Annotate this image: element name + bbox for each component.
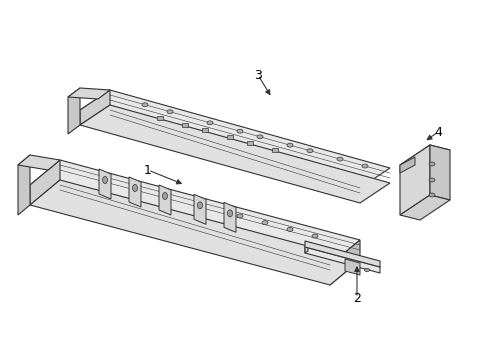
Polygon shape	[430, 145, 450, 200]
Ellipse shape	[167, 110, 173, 114]
Polygon shape	[68, 88, 80, 134]
Ellipse shape	[262, 221, 268, 225]
Text: 4: 4	[434, 126, 442, 139]
Ellipse shape	[132, 185, 138, 192]
Ellipse shape	[429, 193, 435, 197]
Ellipse shape	[197, 202, 202, 209]
Text: 3: 3	[254, 68, 262, 81]
Polygon shape	[194, 194, 206, 224]
Ellipse shape	[307, 149, 313, 153]
Polygon shape	[330, 240, 360, 285]
Ellipse shape	[207, 121, 213, 125]
Polygon shape	[345, 259, 360, 275]
Ellipse shape	[287, 143, 293, 147]
Ellipse shape	[163, 193, 168, 199]
Polygon shape	[30, 160, 60, 205]
Ellipse shape	[237, 214, 243, 218]
Ellipse shape	[337, 157, 343, 161]
Ellipse shape	[429, 162, 435, 166]
Polygon shape	[30, 180, 360, 285]
Bar	[272, 148, 278, 152]
Bar	[182, 123, 188, 127]
Polygon shape	[80, 105, 390, 203]
Ellipse shape	[257, 135, 263, 139]
Polygon shape	[159, 185, 171, 215]
Polygon shape	[224, 202, 236, 232]
Polygon shape	[30, 160, 360, 265]
Bar	[202, 129, 208, 132]
Ellipse shape	[227, 210, 232, 217]
Ellipse shape	[429, 178, 435, 182]
Bar	[247, 141, 253, 145]
Ellipse shape	[365, 269, 369, 271]
Polygon shape	[305, 247, 380, 273]
Polygon shape	[305, 245, 308, 253]
Bar	[157, 116, 163, 120]
Ellipse shape	[237, 129, 243, 133]
Polygon shape	[400, 157, 415, 173]
Polygon shape	[68, 88, 110, 99]
Ellipse shape	[142, 103, 148, 107]
Polygon shape	[18, 155, 30, 215]
Ellipse shape	[102, 176, 107, 184]
Ellipse shape	[287, 227, 293, 231]
Text: 2: 2	[353, 292, 361, 305]
Polygon shape	[18, 155, 60, 170]
Polygon shape	[400, 145, 450, 170]
Polygon shape	[400, 195, 450, 220]
Text: 1: 1	[144, 163, 152, 176]
Polygon shape	[80, 90, 390, 188]
Bar	[227, 135, 233, 139]
Polygon shape	[400, 145, 430, 215]
Ellipse shape	[362, 164, 368, 168]
Polygon shape	[99, 169, 111, 199]
Polygon shape	[129, 177, 141, 207]
Ellipse shape	[312, 234, 318, 238]
Polygon shape	[305, 241, 380, 267]
Polygon shape	[80, 90, 110, 125]
